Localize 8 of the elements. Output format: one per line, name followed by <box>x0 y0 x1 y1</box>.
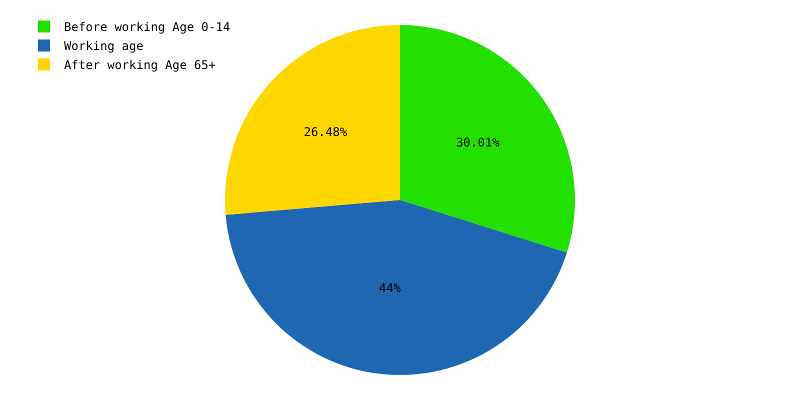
pie-slice <box>400 25 575 253</box>
data-label: 26.48% <box>304 124 348 139</box>
legend-label: Before working Age 0-14 <box>64 20 230 34</box>
legend-label: After working Age 65+ <box>64 58 216 72</box>
legend-label: Working age <box>64 39 144 54</box>
pie-slice <box>226 200 567 375</box>
data-label: 30.01% <box>456 136 500 150</box>
data-label: 44% <box>379 280 402 295</box>
